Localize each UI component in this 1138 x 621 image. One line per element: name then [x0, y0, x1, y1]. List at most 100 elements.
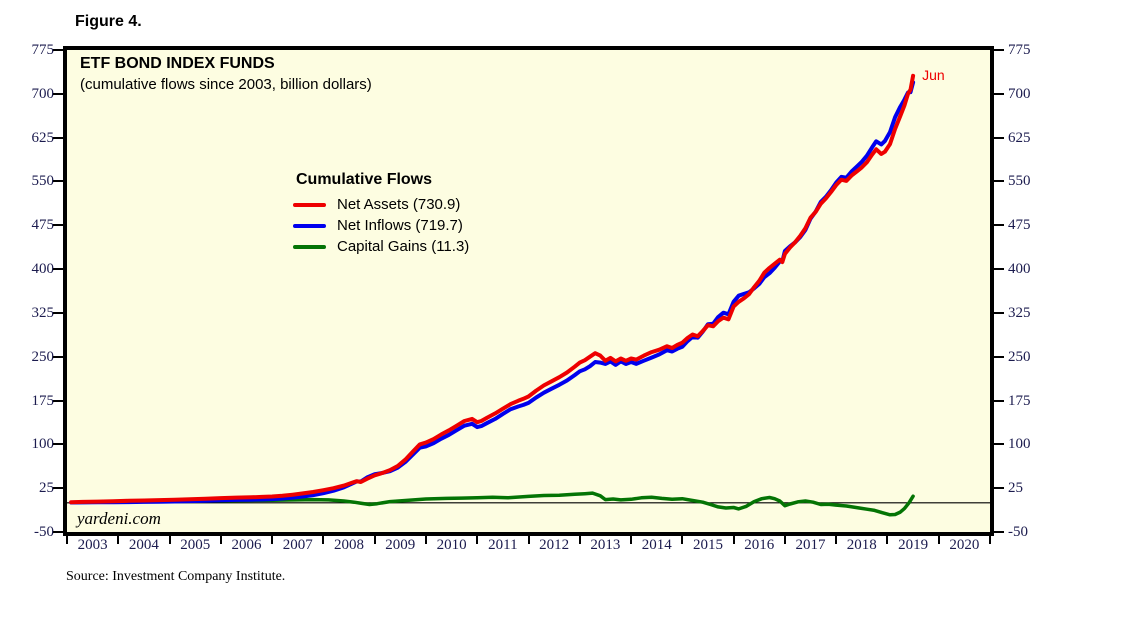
legend-item-label: Net Inflows (719.7): [337, 217, 463, 234]
y-tick-label-right: 700: [1008, 85, 1031, 102]
legend: Cumulative Flows Net Assets (730.9) Net I…: [293, 171, 469, 257]
x-tick-mark: [630, 536, 633, 544]
y-tick-label-left: -50: [34, 524, 54, 540]
y-tick-label-left: 175: [31, 392, 55, 409]
x-tick-mark: [989, 536, 991, 544]
x-tick-label: 2008: [334, 537, 364, 553]
y-tick-mark: [53, 443, 63, 446]
x-tick-label: 2017: [795, 537, 826, 553]
y-tick-mark: [994, 311, 1004, 314]
x-tick-label: 2011: [488, 537, 518, 553]
x-tick-mark: [937, 536, 940, 544]
x-tick-mark: [219, 536, 222, 544]
legend-swatch-icon: [293, 202, 326, 207]
legend-title: Cumulative Flows: [296, 171, 433, 188]
legend-item-0: Net Assets (730.9): [293, 194, 469, 215]
x-tick-label: 2019: [898, 537, 929, 553]
y-tick-label-right: 25: [1008, 480, 1023, 497]
x-tick-label: 2010: [436, 537, 467, 553]
y-tick-label-left: 625: [31, 129, 55, 146]
x-tick-label: 2013: [590, 537, 621, 553]
legend-item-label: Capital Gains (11.3): [337, 238, 470, 255]
x-tick-label: 2007: [282, 537, 313, 553]
x-tick-mark: [681, 536, 684, 544]
y-tick-mark: [53, 92, 63, 95]
x-tick-label: 2020: [949, 537, 980, 553]
y-tick-mark: [53, 531, 63, 533]
legend-item-label: Net Assets (730.9): [337, 196, 461, 213]
y-tick-label-right: 775: [1008, 42, 1031, 58]
y-tick-mark: [994, 443, 1004, 446]
y-tick-mark: [53, 311, 63, 314]
y-tick-mark: [994, 224, 1004, 227]
source-note: Source: Investment Company Institute.: [66, 569, 286, 584]
x-tick-label: 2012: [539, 537, 570, 553]
x-tick-label: 2009: [385, 537, 416, 553]
x-tick-mark: [527, 536, 530, 544]
y-tick-mark: [53, 399, 63, 402]
y-tick-label-right: 325: [1008, 304, 1031, 321]
x-tick-mark: [168, 536, 171, 544]
x-tick-mark: [835, 536, 838, 544]
plot-area: ETF BOND INDEX FUNDS (cumulative flows s…: [63, 46, 994, 536]
y-tick-label-right: -50: [1008, 524, 1028, 540]
y-tick-mark: [53, 268, 63, 271]
x-tick-mark: [271, 536, 274, 544]
y-tick-mark: [53, 355, 63, 358]
legend-items: Net Assets (730.9) Net Inflows (719.7) Cap…: [293, 194, 469, 257]
y-tick-label-left: 325: [31, 304, 55, 321]
y-tick-label-right: 250: [1008, 348, 1031, 365]
legend-swatch-icon: [293, 223, 326, 228]
y-tick-mark: [53, 136, 63, 139]
y-tick-mark: [53, 49, 63, 51]
y-tick-mark: [994, 92, 1004, 95]
chart-title: ETF BOND INDEX FUNDS: [80, 55, 275, 72]
x-tick-label: 2014: [641, 537, 672, 553]
x-tick-mark: [322, 536, 325, 544]
y-tick-mark: [53, 180, 63, 183]
y-tick-label-right: 175: [1008, 392, 1031, 409]
x-tick-label: 2015: [693, 537, 723, 553]
figure-label: Figure 4.: [75, 13, 142, 30]
y-tick-label-right: 550: [1008, 173, 1031, 190]
x-tick-mark: [424, 536, 427, 544]
net-inflows-line: [69, 80, 916, 505]
y-tick-label-right: 100: [1008, 436, 1031, 453]
x-tick-label: 2018: [846, 537, 877, 553]
x-tick-label: 2016: [744, 537, 775, 553]
y-tick-mark: [53, 487, 63, 490]
x-tick-mark: [886, 536, 889, 544]
x-tick-label: 2005: [180, 537, 211, 553]
y-tick-mark: [994, 531, 1004, 533]
x-tick-mark: [117, 536, 120, 544]
net-assets-line: [69, 73, 916, 505]
x-tick-mark: [66, 536, 68, 544]
y-tick-label-right: 400: [1008, 261, 1031, 278]
y-tick-mark: [994, 487, 1004, 490]
y-tick-mark: [994, 136, 1004, 139]
y-tick-mark: [994, 399, 1004, 402]
y-tick-label-left: 25: [39, 480, 54, 497]
series-end-label: Jun: [922, 66, 945, 83]
y-tick-mark: [994, 355, 1004, 358]
legend-swatch-icon: [293, 244, 326, 249]
y-tick-label-left: 550: [31, 173, 55, 190]
y-tick-label-left: 100: [31, 436, 55, 453]
x-tick-mark: [578, 536, 581, 544]
x-tick-label: 2003: [77, 537, 108, 553]
x-tick-mark: [732, 536, 735, 544]
y-tick-label-left: 775: [31, 42, 55, 58]
x-tick-mark: [783, 536, 786, 544]
y-tick-mark: [994, 49, 1004, 51]
y-tick-label-right: 625: [1008, 129, 1031, 146]
y-tick-label-right: 475: [1008, 217, 1031, 234]
chart-subtitle: (cumulative flows since 2003, billion do…: [80, 76, 372, 93]
x-tick-mark: [476, 536, 479, 544]
y-tick-mark: [53, 224, 63, 227]
chart-canvas: [67, 73, 990, 517]
watermark: yardeni.com: [77, 509, 161, 528]
y-tick-label-left: 400: [31, 261, 55, 278]
capital-gains-line: [69, 491, 915, 517]
legend-item-2: Capital Gains (11.3): [293, 236, 469, 257]
